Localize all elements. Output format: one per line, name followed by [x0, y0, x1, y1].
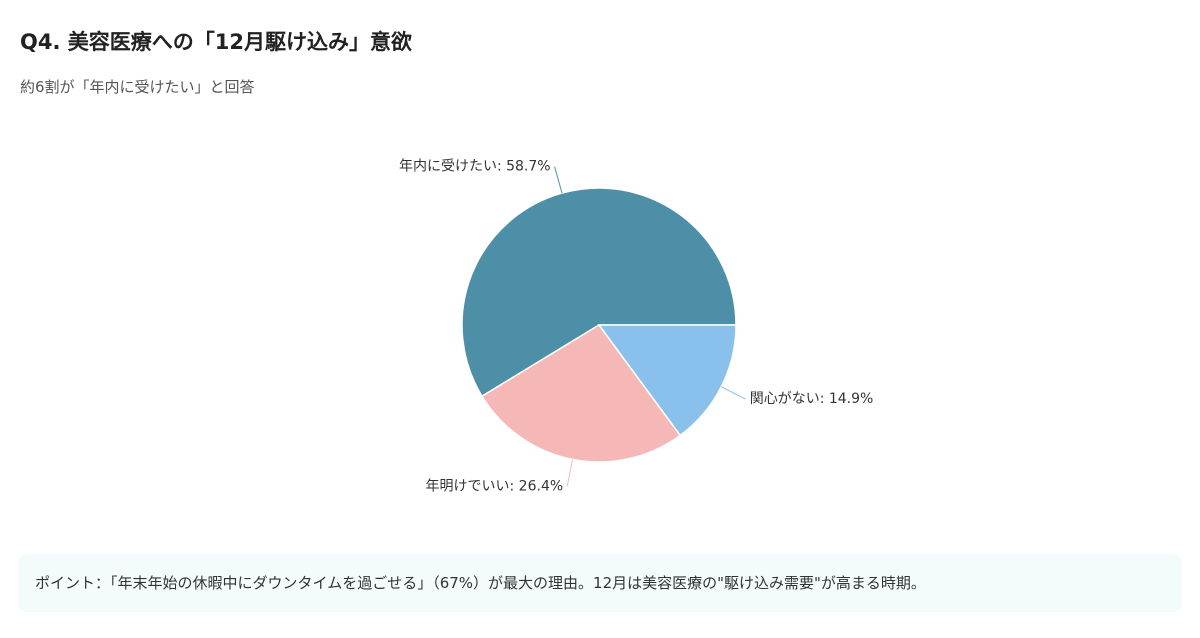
- data-label: 年明けでいい: 26.4%: [426, 478, 564, 494]
- pie-slice: [597, 324, 737, 437]
- chart: 年内に受けたい: 58.7% 年明けでいい: 26.4% 関心がない: 14.9%: [399, 159, 874, 495]
- data-label: 関心がない: 14.9%: [750, 391, 874, 407]
- leader-line: [566, 459, 573, 487]
- leader-line: [721, 386, 746, 400]
- pie-slice: [480, 324, 682, 463]
- data-label: 年内に受けたい: 58.7%: [399, 159, 551, 175]
- subtitle: 約6割が「年内に受けたい」と回答: [20, 78, 255, 96]
- title: Q4. 美容医療への「12月駆け込み」意欲: [20, 30, 412, 54]
- note: ポイント：「年末年始の休暇中にダウンタイムを過ごせる」（67%）が最大の理由。1…: [18, 554, 1182, 612]
- leader-line: [554, 166, 563, 194]
- pie-slice: [461, 187, 737, 398]
